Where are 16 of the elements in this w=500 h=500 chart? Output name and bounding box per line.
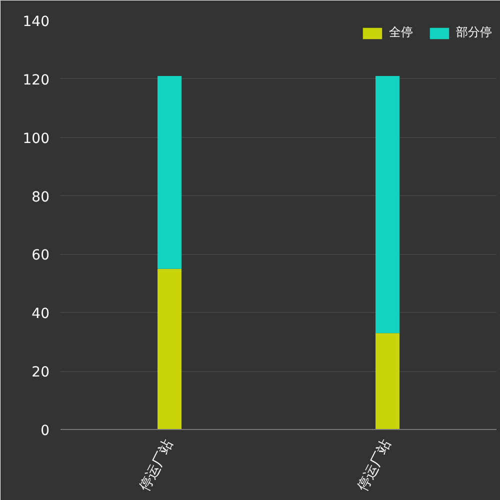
bar (158, 76, 182, 269)
y-tick-label: 100 (22, 130, 50, 147)
y-tick-label: 80 (32, 189, 50, 206)
y-tick-label: 0 (40, 423, 50, 439)
y-tick-label: 20 (32, 364, 50, 381)
y-tick-label: 40 (32, 306, 50, 322)
legend-label: 全停 (389, 24, 413, 41)
y-tick-label: 120 (22, 72, 50, 88)
y-tick-label: 140 (22, 14, 50, 30)
bar (158, 268, 182, 430)
bar (376, 333, 400, 430)
x-tick-label: 停运厂站 (354, 436, 395, 494)
x-tick-label: 停运厂站 (136, 436, 177, 494)
bar (376, 76, 400, 334)
y-tick-label: 60 (32, 248, 50, 264)
legend-label: 部分停 (456, 24, 492, 41)
